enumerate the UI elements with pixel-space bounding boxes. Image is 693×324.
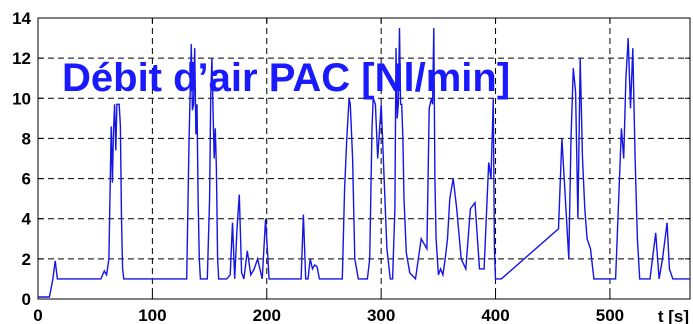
tick-labels: 0 2 4 6 8 10 12 14 0 100 200 300 400 500 [12, 9, 624, 324]
y-tick-label: 14 [12, 9, 31, 28]
x-tick-label: 400 [481, 306, 509, 324]
plot-frame [37, 17, 691, 300]
x-axis-label: t [s] [658, 307, 689, 324]
y-tick-label: 10 [12, 89, 31, 108]
y-tick-label: 12 [12, 49, 31, 68]
series-line [38, 27, 690, 298]
y-tick-label: 6 [22, 170, 31, 189]
y-tick-label: 2 [22, 250, 31, 269]
x-tick-label: 500 [596, 306, 624, 324]
x-tick-label: 200 [253, 306, 281, 324]
x-tick-label: 100 [138, 306, 166, 324]
chart-title: Débit d’air PAC [Nl/min] [62, 56, 510, 100]
y-tick-label: 8 [22, 129, 31, 148]
y-tick-label: 4 [22, 210, 32, 229]
x-tick-label: 0 [33, 306, 42, 324]
axis-ticks [37, 17, 690, 300]
x-tick-label: 300 [367, 306, 395, 324]
y-tick-label: 0 [22, 290, 31, 309]
